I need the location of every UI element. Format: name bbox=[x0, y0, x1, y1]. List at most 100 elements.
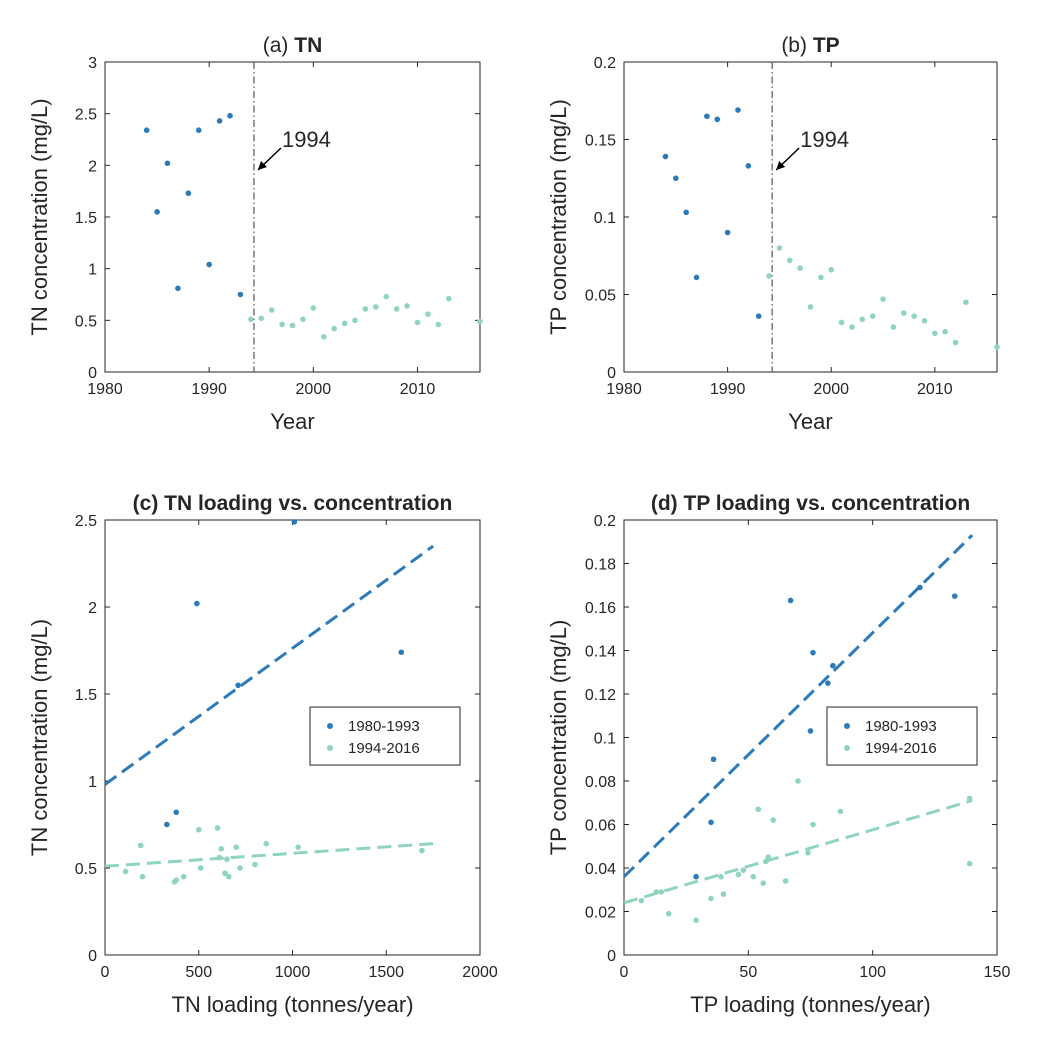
y-tick-label: 0.15 bbox=[585, 133, 616, 150]
data-point bbox=[295, 844, 301, 850]
x-tick-label: 100 bbox=[859, 964, 886, 981]
data-point bbox=[673, 175, 679, 182]
data-point bbox=[414, 319, 421, 326]
y-tick-label: 0.2 bbox=[594, 513, 616, 530]
data-point bbox=[704, 113, 710, 120]
legend-marker bbox=[327, 723, 333, 730]
fit-line-1 bbox=[623, 799, 973, 905]
x-tick-label: 150 bbox=[984, 964, 1011, 981]
data-point bbox=[710, 756, 717, 763]
y-tick-label: 0 bbox=[88, 948, 97, 965]
y-axis-label: TP concentration (mg/L) bbox=[546, 620, 571, 856]
data-point bbox=[740, 867, 747, 873]
data-point bbox=[786, 257, 793, 264]
x-axis-label: Year bbox=[270, 409, 314, 434]
data-point bbox=[890, 324, 897, 330]
panel-title: (b) TP bbox=[781, 34, 839, 57]
data-point bbox=[760, 880, 767, 887]
data-point bbox=[828, 266, 835, 273]
y-tick-label: 0.12 bbox=[585, 687, 616, 704]
data-point bbox=[139, 873, 146, 880]
x-tick-label: 2010 bbox=[400, 381, 436, 398]
data-point bbox=[708, 819, 714, 826]
data-point bbox=[258, 315, 265, 322]
legend-entry: 1980-1993 bbox=[865, 718, 937, 735]
data-point bbox=[248, 316, 254, 323]
data-point bbox=[195, 127, 202, 133]
data-point bbox=[425, 311, 431, 317]
data-point bbox=[755, 313, 762, 320]
data-point bbox=[849, 324, 855, 330]
data-point bbox=[268, 307, 275, 313]
data-point bbox=[279, 321, 285, 328]
y-axis-label: TN concentration (mg/L) bbox=[27, 619, 52, 856]
data-point bbox=[383, 293, 390, 300]
data-point bbox=[477, 318, 483, 325]
data-point bbox=[310, 305, 317, 311]
data-point bbox=[917, 584, 923, 591]
data-point bbox=[300, 316, 306, 323]
legend-marker bbox=[327, 745, 333, 752]
data-point bbox=[194, 600, 200, 607]
data-point bbox=[782, 878, 789, 884]
panel-c: 0 500 1000 1500 2000 0 0.5 1 1.5 2 2.5 TN loading (… bbox=[27, 492, 498, 1017]
panel-a: 1980 1990 2000 2010 0 0.5 1 1.5 2 2.5 3 Year TN conc… bbox=[27, 34, 483, 434]
fit-line-0 bbox=[622, 534, 974, 878]
data-point bbox=[164, 160, 171, 167]
data-point bbox=[263, 840, 270, 847]
data-point bbox=[137, 842, 144, 849]
data-point bbox=[766, 273, 772, 279]
x-tick-label: 0 bbox=[620, 964, 629, 981]
data-point bbox=[830, 662, 836, 669]
x-axis-label: TN loading (tonnes/year) bbox=[171, 992, 413, 1017]
x-tick-label: 1980 bbox=[606, 381, 642, 398]
y-tick-label: 0.1 bbox=[594, 210, 616, 227]
data-point bbox=[173, 809, 180, 816]
data-point bbox=[352, 317, 358, 324]
data-point bbox=[718, 873, 724, 880]
data-point bbox=[994, 344, 1000, 351]
data-point bbox=[735, 107, 741, 113]
x-tick-label: 1000 bbox=[275, 964, 311, 981]
y-tick-label: 0.05 bbox=[585, 288, 616, 305]
data-point bbox=[289, 322, 296, 329]
legend-entry: 1994-2016 bbox=[348, 740, 420, 757]
y-tick-label: 1 bbox=[88, 774, 97, 791]
y-tick-label: 2.5 bbox=[75, 513, 97, 530]
y-axis-label: TP concentration (mg/L) bbox=[546, 99, 571, 335]
data-point bbox=[362, 306, 369, 312]
data-point bbox=[206, 261, 212, 268]
data-point bbox=[143, 127, 150, 133]
data-point bbox=[122, 868, 129, 875]
data-point bbox=[708, 895, 714, 902]
panel-d: 0 50 100 150 0 0.02 0.04 0.06 0.08 0.1 0.12 0.14 0.1… bbox=[546, 492, 1010, 1017]
data-point bbox=[837, 808, 844, 815]
data-point bbox=[154, 209, 160, 215]
data-point bbox=[963, 299, 969, 306]
data-point bbox=[225, 873, 232, 880]
legend-entry: 1994-2016 bbox=[865, 740, 937, 757]
data-point bbox=[714, 116, 721, 123]
data-point bbox=[770, 817, 776, 823]
legend: 1980-1993 1994-2016 bbox=[826, 706, 978, 766]
y-tick-label: 0.02 bbox=[585, 905, 616, 922]
data-point bbox=[880, 296, 886, 302]
data-point bbox=[951, 593, 958, 599]
data-point bbox=[393, 306, 400, 312]
fit-line-1 bbox=[104, 842, 434, 868]
data-point bbox=[724, 229, 731, 236]
data-point bbox=[227, 112, 233, 119]
y-tick-label: 3 bbox=[88, 55, 97, 72]
data-point bbox=[720, 891, 727, 897]
data-point bbox=[216, 854, 223, 861]
data-point bbox=[653, 889, 660, 895]
x-tick-label: 0 bbox=[101, 964, 110, 981]
y-tick-label: 0 bbox=[88, 365, 97, 382]
data-point bbox=[921, 318, 928, 324]
panel-title-tag: (b) bbox=[781, 34, 807, 57]
y-tick-label: 0.1 bbox=[594, 731, 616, 748]
data-point bbox=[237, 865, 243, 871]
data-point bbox=[807, 304, 814, 310]
data-point bbox=[404, 303, 410, 309]
